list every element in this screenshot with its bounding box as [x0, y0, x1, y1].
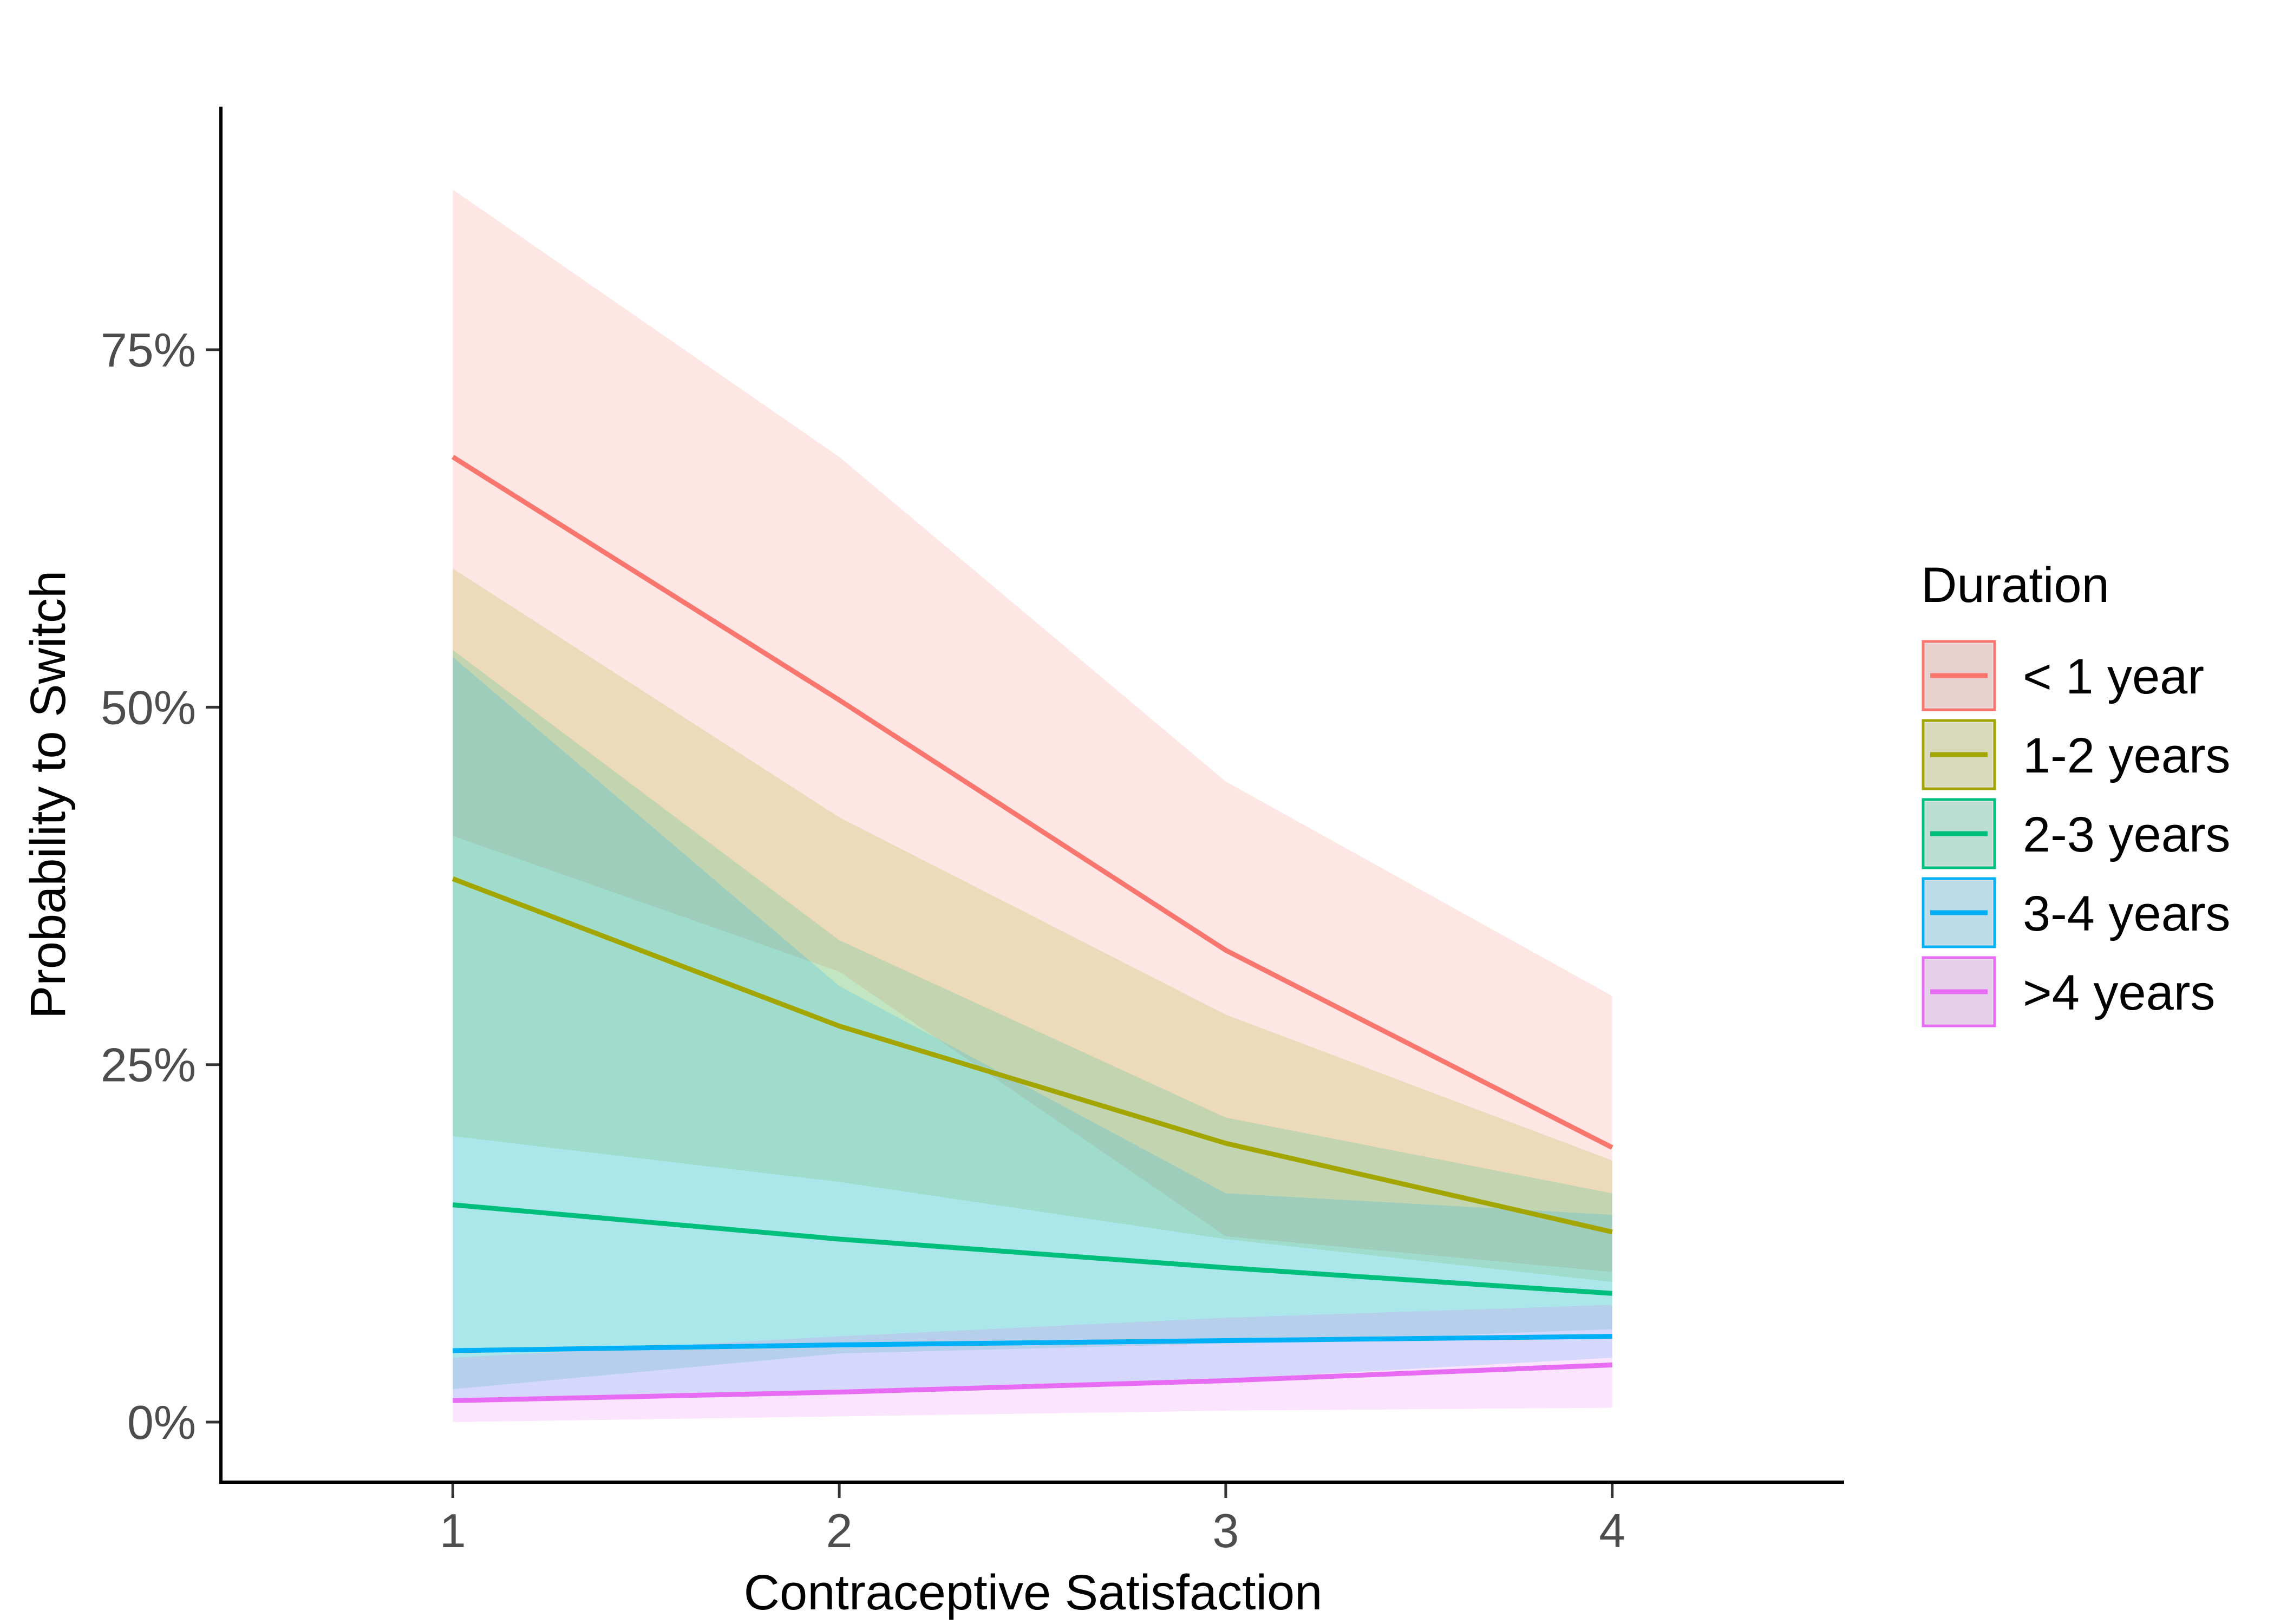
line-series-5: [453, 1362, 1612, 1403]
legend: Duration < 1 year 1-2 years 2-3 years 3-4 y…: [1921, 558, 2231, 1027]
y-tick-label: 75%: [101, 323, 196, 377]
series-lines: [451, 455, 1613, 1403]
y-tick-label: 25%: [101, 1038, 196, 1092]
legend-label: 2-3 years: [2023, 807, 2231, 862]
legend-item: >4 years: [1922, 956, 2215, 1027]
axes: [219, 107, 1844, 1484]
legend-item: 3-4 years: [1922, 877, 2231, 948]
x-tick-label: 4: [1599, 1504, 1625, 1557]
line-series-3: [452, 1202, 1612, 1296]
x-tick-label: 1: [440, 1504, 466, 1557]
y-axis-title: Probability to Switch: [21, 571, 76, 1019]
legend-title: Duration: [1921, 558, 2109, 613]
legend-items: < 1 year 1-2 years 2-3 years 3-4 years >4 ye…: [1922, 640, 2231, 1027]
ribbon-series-4: [453, 657, 1612, 1401]
legend-item: 1-2 years: [1922, 719, 2231, 790]
ribbon-series-3: [453, 650, 1612, 1390]
confidence-ribbons: [453, 189, 1612, 1423]
y-axis-ticks: 0% 25% 50% 75%: [101, 323, 219, 1449]
x-tick-label: 3: [1212, 1504, 1239, 1557]
ribbon-series-2: [453, 568, 1612, 1282]
x-axis-ticks: 1 2 3 4: [440, 1484, 1625, 1557]
y-tick-label: 50%: [101, 680, 196, 734]
legend-label: 1-2 years: [2023, 728, 2231, 783]
legend-item: < 1 year: [1922, 640, 2204, 711]
line-series-4: [453, 1334, 1612, 1353]
y-tick-label: 0%: [127, 1396, 196, 1449]
line-series-2: [452, 876, 1613, 1235]
legend-label: < 1 year: [2023, 649, 2204, 704]
legend-label: >4 years: [2023, 965, 2215, 1020]
legend-label: 3-4 years: [2023, 886, 2231, 941]
x-axis-title: Contraceptive Satisfaction: [744, 1565, 1323, 1620]
x-tick-label: 2: [826, 1504, 853, 1557]
legend-item: 2-3 years: [1922, 798, 2231, 869]
line-series-1: [451, 455, 1613, 1150]
